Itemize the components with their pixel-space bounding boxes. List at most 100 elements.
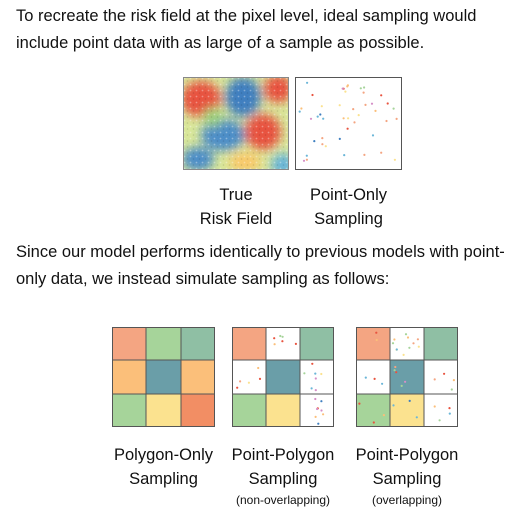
sample-point	[281, 335, 284, 338]
point-only-sampling-panel	[295, 77, 402, 170]
point-only-sampling-caption: Point-Only Sampling	[290, 183, 407, 231]
sample-point	[372, 421, 375, 424]
point-polygon-nonoverlap-caption: Point-Polygon Sampling (non-overlapping)	[223, 443, 343, 509]
point-polygon-nonoverlap-label-1: Point-Polygon	[231, 446, 335, 464]
sample-point	[385, 119, 388, 123]
sample-point	[371, 134, 375, 137]
sample-point	[448, 412, 451, 415]
sample-point	[302, 159, 306, 162]
sample-point	[306, 81, 309, 84]
sample-point	[359, 87, 362, 90]
point-only-sampling-label-2: Sampling	[314, 210, 383, 228]
sample-point	[236, 386, 239, 389]
sample-point	[363, 86, 366, 89]
sample-point	[279, 334, 282, 338]
true-risk-field-image	[183, 77, 289, 170]
sample-point	[404, 333, 408, 336]
sample-point	[257, 366, 260, 370]
sample-point	[310, 387, 313, 390]
intro-paragraph: To recreate the risk field at the pixel …	[16, 7, 477, 52]
sample-point	[273, 337, 276, 340]
sample-point	[316, 407, 319, 411]
point-polygon-overlap-note: (overlapping)	[371, 493, 443, 507]
sample-point	[358, 402, 361, 405]
sample-point	[324, 145, 327, 148]
sample-point	[400, 384, 403, 387]
sample-point	[319, 113, 322, 116]
true-risk-field-caption: True Risk Field	[183, 183, 289, 231]
sample-point	[433, 378, 436, 381]
polygon-only-label-1: Polygon-Only	[113, 446, 214, 464]
sample-point	[314, 377, 317, 380]
sample-point	[364, 376, 367, 379]
sample-point	[320, 105, 323, 108]
sample-point	[404, 380, 407, 383]
sample-point	[320, 372, 323, 376]
sample-point	[408, 346, 411, 349]
sample-point	[344, 90, 347, 93]
sample-point	[320, 409, 323, 412]
sample-point	[392, 404, 395, 407]
sample-point	[303, 372, 306, 375]
sample-point	[316, 115, 319, 118]
sample-point	[273, 343, 276, 346]
sample-point	[338, 137, 341, 140]
sample-point	[364, 103, 367, 106]
sample-point	[305, 154, 308, 157]
sample-point	[294, 342, 297, 345]
sample-point	[452, 379, 455, 382]
sample-point	[346, 127, 349, 130]
sample-point	[311, 362, 314, 365]
sample-point	[395, 348, 398, 351]
sample-point	[321, 137, 324, 140]
sample-point	[357, 114, 360, 117]
sample-point	[443, 372, 446, 375]
polygon-only-sampling-image	[112, 327, 215, 427]
point-polygon-overlap-image	[356, 327, 458, 427]
point-polygon-overlap-label-2: Sampling	[372, 470, 442, 488]
sample-point	[321, 143, 324, 146]
point-polygon-overlap-panel	[356, 327, 458, 427]
sample-point	[258, 377, 262, 380]
sample-point	[412, 342, 415, 345]
point-only-sampling-label-1: Point-Only	[309, 186, 388, 204]
sample-point	[380, 94, 383, 97]
sample-point	[393, 369, 396, 372]
sample-point	[416, 338, 419, 341]
true-risk-field-label-2: Risk Field	[199, 210, 273, 228]
sample-point	[408, 399, 411, 402]
sample-point	[393, 158, 396, 161]
sample-point	[239, 380, 242, 383]
sample-point	[370, 102, 374, 105]
sample-point	[341, 87, 344, 90]
middle-paragraph: Since our model performs identically to …	[16, 243, 505, 288]
sample-point	[346, 85, 349, 88]
point-polygon-overlap-caption: Point-Polygon Sampling (overlapping)	[346, 443, 468, 509]
point-polygon-nonoverlap-label-2: Sampling	[248, 470, 318, 488]
sample-point	[298, 110, 301, 113]
point-polygon-nonoverlap-panel	[232, 327, 334, 427]
sample-point	[382, 414, 385, 417]
point-only-sampling-image	[295, 77, 402, 170]
sample-point	[320, 400, 323, 403]
sample-point	[374, 109, 377, 112]
sample-point	[338, 104, 341, 107]
sample-point	[322, 413, 325, 416]
sample-point	[363, 153, 366, 156]
point-polygon-nonoverlap-image	[232, 327, 334, 427]
sample-point	[394, 365, 397, 369]
sample-point	[450, 388, 453, 391]
sample-point	[402, 353, 405, 356]
sample-point	[300, 107, 303, 110]
sample-point	[314, 389, 317, 392]
sample-point	[392, 107, 395, 110]
sample-point	[281, 340, 284, 343]
sample-point	[314, 372, 317, 375]
point-polygon-nonoverlap-note: (non-overlapping)	[235, 493, 331, 507]
sample-point	[396, 396, 399, 399]
sample-point	[415, 416, 418, 419]
sample-point	[343, 154, 346, 157]
sample-point	[322, 117, 325, 120]
sample-point	[417, 345, 420, 348]
sample-point	[433, 405, 436, 408]
